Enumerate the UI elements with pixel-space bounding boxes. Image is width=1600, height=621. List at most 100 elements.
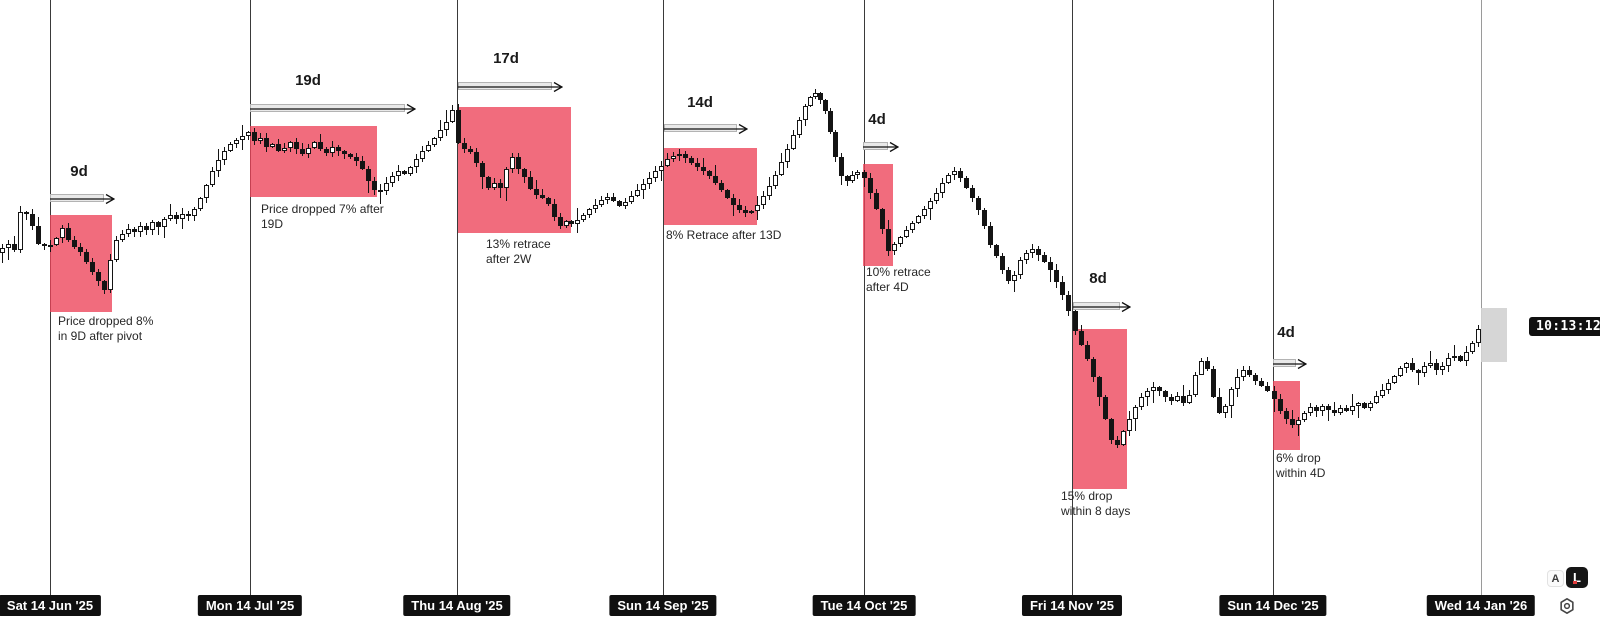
candle-body: [844, 176, 850, 181]
date-range-band[interactable]: [1273, 359, 1296, 367]
log-scale-label: L: [1573, 570, 1581, 585]
duration-label[interactable]: 8d: [1089, 270, 1107, 287]
candle-body: [1017, 260, 1023, 275]
log-scale-red-accent: [1573, 581, 1577, 584]
candle-body: [1264, 386, 1270, 391]
date-range-band[interactable]: [664, 124, 737, 132]
duration-label[interactable]: 4d: [1277, 324, 1295, 341]
candle-body: [1295, 420, 1301, 425]
log-scale-button[interactable]: L: [1566, 567, 1588, 588]
candle-body: [849, 175, 855, 181]
candle-body: [1234, 377, 1240, 389]
candle-body: [915, 216, 921, 223]
date-axis-label[interactable]: Sun 14 Sep '25: [609, 595, 717, 616]
candle-body: [760, 196, 766, 205]
duration-label[interactable]: 14d: [687, 94, 713, 111]
candle-body: [11, 244, 17, 250]
candle-body: [1210, 369, 1216, 397]
auto-scale-button[interactable]: A: [1547, 570, 1564, 587]
date-range-band[interactable]: [250, 104, 405, 112]
candle-body: [1373, 396, 1379, 403]
drop-highlight-box[interactable]: [1073, 329, 1127, 489]
candle-body: [1355, 403, 1361, 406]
countdown-timer-badge: 10:13:12: [1529, 317, 1600, 336]
annotation-caption[interactable]: 6% drop within 4D: [1276, 451, 1325, 480]
candle-body: [1174, 396, 1180, 401]
candle-wick: [13, 236, 15, 252]
candle-body: [1307, 407, 1313, 413]
date-axis-label[interactable]: Mon 14 Jul '25: [197, 595, 303, 616]
candle-body: [822, 100, 828, 111]
annotation-caption[interactable]: 15% drop within 8 days: [1061, 489, 1130, 518]
candle-body: [802, 106, 808, 120]
candle-body: [1228, 389, 1234, 406]
candle-body: [1180, 396, 1186, 403]
annotation-caption[interactable]: 13% retrace after 2W: [486, 237, 551, 266]
date-range-arrow[interactable]: [863, 140, 900, 158]
candle-body: [23, 212, 29, 214]
date-axis-label[interactable]: Thu 14 Aug '25: [403, 595, 511, 616]
date-range-arrow[interactable]: [1273, 357, 1308, 375]
candle-body: [706, 171, 712, 176]
annotation-caption[interactable]: Price dropped 7% after 19D: [261, 202, 384, 231]
duration-label[interactable]: 17d: [493, 50, 519, 67]
candle-body: [293, 142, 299, 149]
candle-body: [437, 130, 443, 138]
date-range-arrow[interactable]: [50, 192, 116, 210]
candle-wick: [1315, 405, 1317, 417]
candle-body: [1126, 419, 1132, 431]
date-axis-label[interactable]: Sun 14 Dec '25: [1219, 595, 1327, 616]
candle-wick: [1327, 403, 1329, 421]
candle-body: [29, 214, 35, 226]
date-axis-label[interactable]: Fri 14 Nov '25: [1021, 595, 1123, 616]
candle-body: [365, 169, 371, 181]
candle-body: [658, 166, 664, 171]
duration-label[interactable]: 4d: [868, 111, 886, 128]
annotation-caption-line: 13% retrace: [486, 237, 551, 251]
drop-highlight-box[interactable]: [664, 148, 757, 225]
candle-body: [59, 228, 65, 238]
date-range-arrow[interactable]: [250, 102, 417, 120]
candle-wick: [163, 216, 165, 238]
candle-body: [879, 209, 885, 229]
date-axis-label[interactable]: Tue 14 Oct '25: [812, 595, 916, 616]
candle-body: [77, 247, 83, 252]
candle-body: [766, 186, 772, 196]
candle-body: [664, 159, 670, 166]
duration-label[interactable]: 9d: [70, 163, 88, 180]
candle-body: [807, 97, 813, 106]
candle-body: [790, 135, 796, 149]
candle-body: [1156, 387, 1162, 391]
candle-body: [640, 184, 646, 190]
settings-button[interactable]: [1558, 597, 1576, 615]
candle-wick: [702, 158, 704, 175]
candle-body: [1162, 391, 1168, 397]
duration-label[interactable]: 19d: [295, 72, 321, 89]
candle-wick: [1152, 382, 1154, 404]
candle-body: [347, 154, 353, 157]
date-range-arrow[interactable]: [1073, 300, 1132, 318]
date-range-band[interactable]: [458, 82, 552, 90]
candle-body: [616, 201, 622, 206]
annotation-caption[interactable]: 10% retrace after 4D: [866, 265, 931, 294]
date-range-band[interactable]: [863, 142, 888, 150]
annotation-caption[interactable]: Price dropped 8% in 9D after pivot: [58, 314, 153, 343]
annotation-caption[interactable]: 8% Retrace after 13D: [666, 228, 781, 243]
candle-body: [161, 219, 167, 227]
date-range-arrow[interactable]: [664, 122, 749, 140]
candle-body: [89, 262, 95, 272]
candle-body: [838, 157, 844, 176]
candle-body: [65, 228, 71, 240]
candle-body: [1168, 397, 1174, 401]
date-axis-label[interactable]: Wed 14 Jan '26: [1426, 595, 1536, 616]
date-range-band[interactable]: [1073, 302, 1120, 310]
date-axis-label[interactable]: Sat 14 Jun '25: [0, 595, 102, 616]
date-range-arrow[interactable]: [458, 80, 564, 98]
drop-highlight-box[interactable]: [250, 126, 377, 197]
candle-wick: [283, 143, 285, 153]
candle-body: [395, 171, 401, 176]
candle-body: [832, 132, 838, 157]
candle-body: [203, 185, 209, 198]
date-range-band[interactable]: [50, 194, 104, 202]
